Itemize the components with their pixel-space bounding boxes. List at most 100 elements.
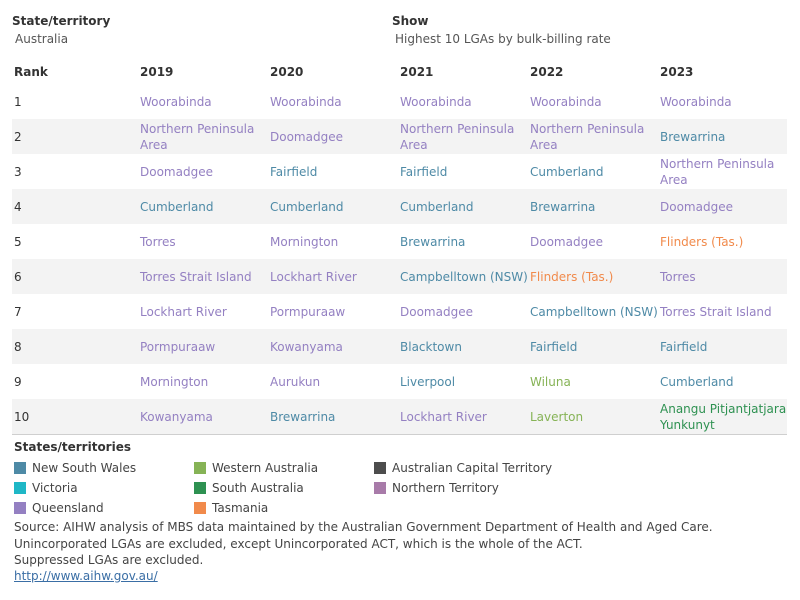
lga-cell[interactable]: Northern Peninsula Area [398,119,528,154]
lga-cell[interactable]: Doomadgee [140,164,213,179]
legend-item-qld[interactable]: Queensland [14,501,104,517]
lga-cell[interactable]: Fairfield [270,164,318,179]
ranking-table: Rank 2019 2020 2021 2022 2023 1 Woorabinda Woor… [12,60,787,435]
table-row: 3 Doomadgee Fairfield Fairfield Cumberland No… [12,154,787,189]
legend-swatch [14,502,26,514]
table-row: 5 Torres Mornington Brewarrina Doomadgee Flin… [12,224,787,259]
table-row: 6 Torres Strait Island Lockhart River Campb… [12,259,787,294]
lga-cell[interactable]: Cumberland [660,374,734,389]
rank-cell: 10 [12,399,138,435]
aihw-link[interactable]: http://www.aihw.gov.au/ [14,569,158,583]
lga-cell[interactable]: Torres [658,259,787,294]
lga-cell[interactable]: Lockhart River [398,399,528,435]
lga-cell[interactable]: Lockhart River [268,259,398,294]
lga-cell[interactable]: Fairfield [400,164,448,179]
lga-cell[interactable]: Woorabinda [400,94,472,109]
rank-cell: 9 [14,374,22,389]
lga-cell[interactable]: Doomadgee [268,119,398,154]
lga-cell[interactable]: Pormpuraaw [138,329,268,364]
lga-cell[interactable]: Doomadgee [530,234,603,249]
legend-item-tas[interactable]: Tasmania [194,501,268,517]
state-filter-value[interactable]: Australia [15,32,69,46]
lga-cell[interactable]: Torres Strait Island [138,259,268,294]
lga-cell[interactable]: Flinders (Tas.) [528,259,658,294]
legend-title: States/territories [14,440,131,454]
lga-cell[interactable]: Cumberland [138,189,268,224]
table-row: 9 Mornington Aurukun Liverpool Wiluna Cumberl… [12,364,787,399]
legend-item-sa[interactable]: South Australia [194,481,304,497]
lga-cell[interactable]: Torres [140,234,176,249]
lga-cell[interactable]: Mornington [140,374,209,389]
lga-cell[interactable]: Fairfield [528,329,658,364]
lga-cell[interactable]: Kowanyama [138,399,268,435]
lga-cell[interactable]: Brewarrina [400,234,466,249]
legend-swatch [14,482,26,494]
table-row: 10 Kowanyama Brewarrina Lockhart River Laver… [12,399,787,435]
lga-cell[interactable]: Torres Strait Island [660,304,772,319]
legend-item-act[interactable]: Australian Capital Territory [374,461,552,477]
lga-cell[interactable]: Woorabinda [140,94,212,109]
table-body: 1 Woorabinda Woorabinda Woorabinda Woorabind… [12,84,787,435]
lga-cell[interactable]: Brewarrina [268,399,398,435]
legend-swatch [374,482,386,494]
rank-cell: 4 [12,189,138,224]
lga-cell[interactable]: Cumberland [398,189,528,224]
legend-label: Australian Capital Territory [392,461,553,475]
lga-cell[interactable]: Mornington [270,234,339,249]
lga-cell[interactable]: Fairfield [658,329,787,364]
lga-cell[interactable]: Campbelltown (NSW) [530,304,658,319]
lga-cell[interactable]: Laverton [528,399,658,435]
lga-cell[interactable]: Campbelltown (NSW) [398,259,528,294]
lga-cell[interactable]: Woorabinda [530,94,602,109]
lga-cell[interactable]: Pormpuraaw [270,304,346,319]
lga-cell[interactable]: Kowanyama [268,329,398,364]
legend-label: Northern Territory [392,481,499,495]
table-row: 1 Woorabinda Woorabinda Woorabinda Woorabind… [12,84,787,119]
rank-cell: 2 [12,119,138,154]
lga-cell[interactable]: Woorabinda [270,94,342,109]
rank-cell: 8 [12,329,138,364]
lga-cell[interactable]: Northern Peninsula Area [660,156,775,187]
year-header-2023: 2023 [660,65,694,79]
lga-cell[interactable]: Blacktown [398,329,528,364]
lga-cell[interactable]: Flinders (Tas.) [660,234,744,249]
rank-cell: 1 [14,94,22,109]
unincorporated-note: Unincorporated LGAs are excluded, except… [14,537,583,551]
legend-item-vic[interactable]: Victoria [14,481,78,497]
legend-label: Queensland [32,501,104,515]
lga-cell[interactable]: Lockhart River [140,304,227,319]
lga-cell[interactable]: Cumberland [530,164,604,179]
table-row: 7 Lockhart River Pormpuraaw Doomadgee Campbe… [12,294,787,329]
legend-label: Tasmania [212,501,269,515]
lga-cell[interactable]: Brewarrina [658,119,787,154]
year-header-2022: 2022 [530,65,564,79]
lga-cell[interactable]: Cumberland [268,189,398,224]
legend-item-wa[interactable]: Western Australia [194,461,318,477]
legend-swatch [194,502,206,514]
show-filter-value[interactable]: Highest 10 LGAs by bulk-billing rate [395,32,611,46]
legend-swatch [374,462,386,474]
lga-cell[interactable]: Doomadgee [658,189,787,224]
lga-cell[interactable]: Aurukun [270,374,321,389]
legend-swatch [194,482,206,494]
lga-cell[interactable]: Brewarrina [528,189,658,224]
lga-cell[interactable]: Northern Peninsula Area [528,119,658,154]
lga-cell[interactable]: Woorabinda [660,94,732,109]
legend-label: Victoria [32,481,78,495]
legend-label: New South Wales [32,461,137,475]
lga-cell[interactable]: Anangu Pitjantjatjara Yunkunyt [658,399,787,435]
legend-swatch [194,462,206,474]
lga-cell[interactable]: Liverpool [400,374,456,389]
lga-cell[interactable]: Wiluna [530,374,571,389]
state-filter-label: State/territory [12,14,111,28]
legend-swatch [14,462,26,474]
legend-item-nt[interactable]: Northern Territory [374,481,499,497]
lga-cell[interactable]: Northern Peninsula Area [138,119,268,154]
table-row: 8 Pormpuraaw Kowanyama Blacktown Fairfield Fa… [12,329,787,364]
legend-label: Western Australia [212,461,319,475]
legend-label: South Australia [212,481,304,495]
show-filter-label: Show [392,14,429,28]
legend-item-nsw[interactable]: New South Wales [14,461,136,477]
year-header-2021: 2021 [400,65,434,79]
lga-cell[interactable]: Doomadgee [400,304,473,319]
